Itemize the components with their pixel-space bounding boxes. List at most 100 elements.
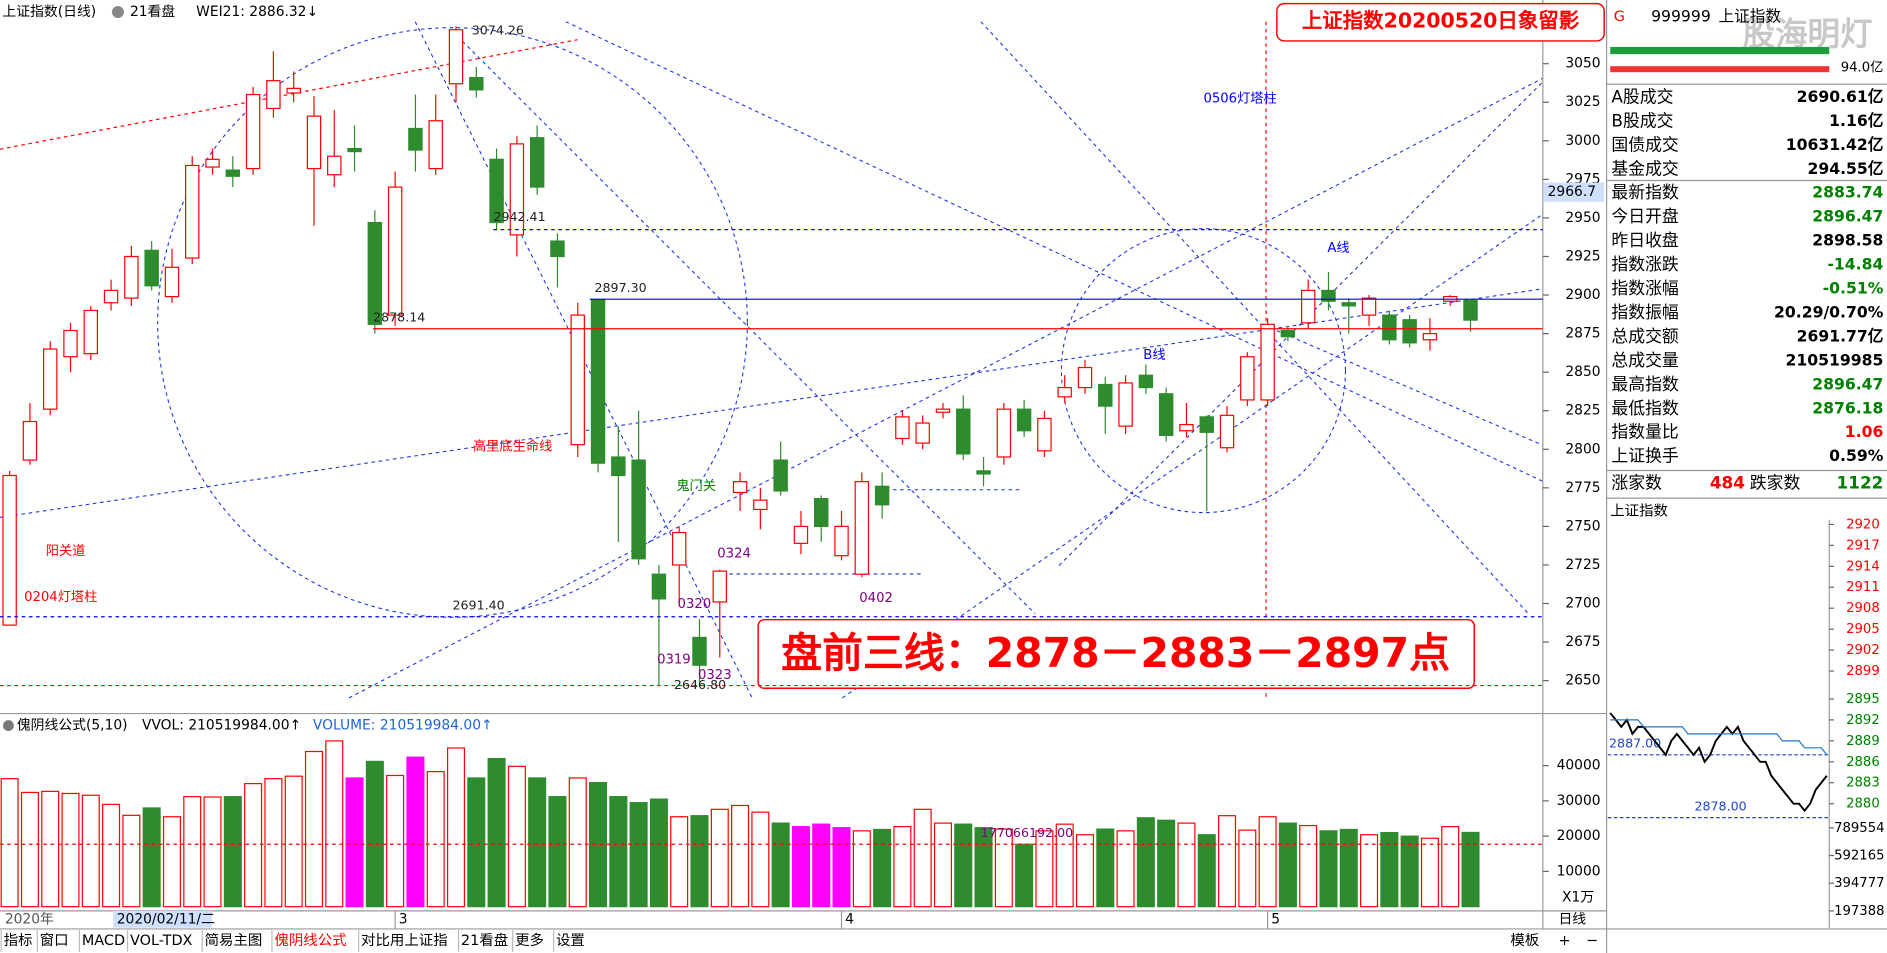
- toolbar-tab[interactable]: 指标: [4, 932, 33, 949]
- volume-bar: [1096, 828, 1115, 908]
- toolbar-button[interactable]: +: [1558, 933, 1570, 949]
- candle-body: [205, 158, 220, 168]
- x-tick-label: 3: [399, 911, 408, 927]
- toolbar-tab[interactable]: 对比用上证指: [361, 932, 448, 949]
- toolbar-tab[interactable]: 傀阴线公式: [274, 932, 346, 949]
- candle-body: [773, 459, 788, 492]
- x-tick-label: 4: [845, 911, 854, 927]
- chart-title: 上证指数20200520日象留影: [1302, 9, 1580, 33]
- candle-body: [367, 221, 383, 325]
- toolbar-tab[interactable]: 更多: [515, 932, 544, 949]
- toolbar-tab[interactable]: VOL-TDX: [130, 933, 193, 949]
- volume-bar: [1116, 830, 1135, 908]
- candle-body: [651, 573, 667, 600]
- candle-body: [1422, 332, 1438, 341]
- candle-body: [509, 143, 525, 236]
- toolbar-tab[interactable]: 设置: [556, 932, 585, 949]
- volume-bar: [264, 778, 283, 908]
- candle-body: [976, 470, 991, 475]
- volume-bar: [791, 826, 810, 908]
- volume-bar: [710, 808, 729, 908]
- drawn-trendlines: [0, 21, 1543, 699]
- cursor-date: 2020/02/11/二: [117, 911, 215, 927]
- y-tick-label: 2750: [1565, 518, 1600, 534]
- annotation: 阳关道: [46, 543, 86, 559]
- candle-body: [590, 299, 606, 464]
- volume-bar: [0, 778, 19, 908]
- quote-label: 指数涨幅: [1611, 278, 1678, 298]
- candle-body: [1219, 414, 1235, 449]
- bar-indicator: [1610, 46, 1830, 55]
- quote-value: 20.29/0.70%: [1774, 302, 1884, 321]
- volume-bar: [1400, 835, 1419, 908]
- x-start-label: 2020年: [5, 911, 54, 927]
- legend-entry: VOLUME: 210519984.00↑: [313, 718, 493, 734]
- quote-value: 294.55亿: [1807, 159, 1883, 178]
- quote-label: A股成交: [1611, 86, 1673, 106]
- quote-value: 2896.47: [1812, 207, 1883, 226]
- candle-body: [185, 164, 200, 259]
- symbol-title: 上证指数(日线): [2, 4, 96, 20]
- candle-body: [550, 240, 565, 258]
- unit-label: X1万: [1562, 890, 1594, 906]
- y-tick-label: 2892: [1846, 713, 1880, 728]
- volume-bar: [223, 796, 242, 908]
- candle-body: [1057, 386, 1072, 398]
- candle-body: [448, 29, 464, 85]
- toolbar-tab[interactable]: 21看盘: [461, 931, 508, 949]
- volume-bar: [1015, 843, 1034, 908]
- breadth-value: 484: [1710, 473, 1745, 493]
- y-tick-label: 2905: [1846, 622, 1880, 637]
- volume-bar: [102, 803, 121, 908]
- volume-bar: [649, 798, 668, 908]
- toolbar-tab[interactable]: MACD: [82, 933, 125, 949]
- candle-body: [1280, 329, 1296, 338]
- toolbar-tab[interactable]: 窗口: [40, 931, 69, 949]
- price-label: 2942.41: [493, 209, 545, 224]
- volume-bar: [122, 814, 141, 908]
- candle-body: [286, 87, 301, 94]
- period-label: 日线: [1558, 911, 1586, 927]
- candle-body: [814, 498, 829, 527]
- volume-bar: [913, 808, 932, 908]
- y-tick-label: 2875: [1565, 326, 1600, 342]
- y-tick-label: 2950: [1565, 210, 1600, 226]
- candle-body: [671, 531, 687, 566]
- candle-body: [895, 416, 910, 440]
- quote-value: 2876.18: [1812, 398, 1883, 417]
- icon: [111, 6, 124, 19]
- volume-bar: [284, 775, 303, 908]
- candle-body: [1037, 417, 1052, 452]
- candle-body: [834, 525, 849, 557]
- volume-title: 傀阴线公式(5,10): [17, 718, 128, 734]
- candle-body: [1300, 289, 1316, 324]
- toolbar-tab[interactable]: 简易主图: [205, 932, 263, 949]
- toolbar-button[interactable]: 模板: [1510, 931, 1539, 949]
- candle-body: [83, 309, 99, 355]
- volume-bar: [1380, 832, 1399, 908]
- quote-value: 210519985: [1786, 350, 1884, 369]
- y-tick-label: 3000: [1565, 133, 1600, 149]
- candle-body: [1361, 297, 1377, 316]
- y-tick-label: 2850: [1565, 364, 1600, 380]
- toolbar-button[interactable]: −: [1586, 933, 1598, 949]
- candle-body: [956, 408, 971, 455]
- quote-value: 0.59%: [1829, 446, 1884, 465]
- intraday-title: 上证指数: [1610, 502, 1668, 519]
- volume-bar: [771, 822, 790, 908]
- quote-label: 总成交额: [1611, 326, 1678, 346]
- volume-bar: [933, 822, 952, 908]
- annotation: 0320: [678, 597, 712, 612]
- volume-bar: [954, 823, 973, 908]
- annotation: B线: [1143, 347, 1165, 363]
- title-box: [1276, 2, 1605, 42]
- y2-tick-label: 197388: [1834, 904, 1884, 919]
- candle-body: [225, 169, 241, 177]
- volume-bar: [548, 796, 567, 908]
- candle-body: [408, 127, 423, 151]
- y-tick-label: 2775: [1565, 480, 1600, 496]
- candle-body: [387, 186, 403, 316]
- marker: G: [1614, 9, 1625, 25]
- y-tick-label: 2880: [1846, 797, 1880, 812]
- volume-bar: [507, 765, 526, 908]
